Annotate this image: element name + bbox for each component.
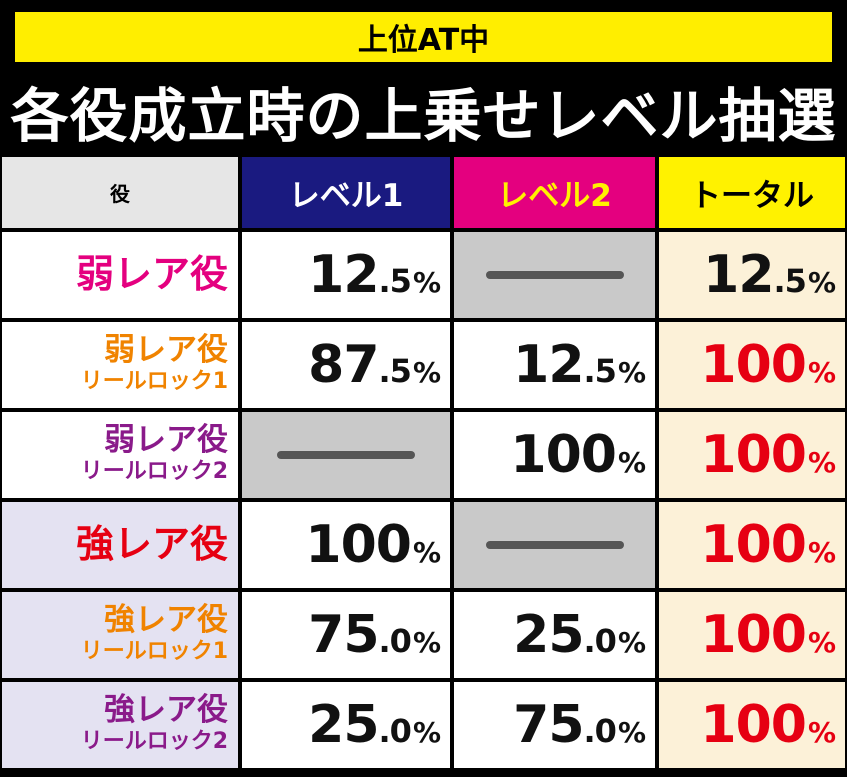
percent-sign: % <box>412 266 441 299</box>
role-condition: リールロック2 <box>80 459 228 485</box>
value-decimal: .0 <box>378 712 412 750</box>
l1-value: 75.0% <box>308 609 441 661</box>
percent-sign: % <box>617 626 646 659</box>
role-condition: リールロック1 <box>80 369 228 395</box>
rate-table: 役 レベル1 レベル2 トータル 弱レア役 12.5% 12.5% 弱レア役 リールロッ… <box>2 157 845 775</box>
percent-sign: % <box>807 266 836 299</box>
col-header-level2: レベル2 <box>454 157 655 228</box>
role-name: 弱レア役 <box>104 422 228 459</box>
row-label: 強レア役 <box>2 502 238 588</box>
not-applicable-dash <box>485 271 624 279</box>
percent-sign: % <box>412 536 441 569</box>
value-integer: 75 <box>308 605 379 665</box>
role-name: 強レア役 <box>104 692 228 729</box>
value-integer: 100 <box>700 425 807 485</box>
row-label: 強レア役 リールロック1 <box>2 592 238 678</box>
total-cell: 100% <box>659 682 845 768</box>
value-integer: 87 <box>308 335 379 395</box>
total-value: 12.5% <box>703 249 836 301</box>
value-decimal: .5 <box>583 352 617 390</box>
l2-cell: 12.5% <box>454 322 655 408</box>
l2-cell: 100% <box>454 412 655 498</box>
value-integer: 12 <box>703 245 774 305</box>
total-cell: 100% <box>659 592 845 678</box>
role-condition: リールロック2 <box>80 729 228 755</box>
percent-sign: % <box>807 446 836 479</box>
role-name: 弱レア役 <box>75 252 228 297</box>
value-decimal: .5 <box>378 262 412 300</box>
percent-sign: % <box>617 716 646 749</box>
header-band: 上位AT中 <box>15 12 832 62</box>
l2-cell <box>454 502 655 588</box>
value-integer: 100 <box>510 425 617 485</box>
row-label: 弱レア役 <box>2 232 238 318</box>
value-integer: 100 <box>700 515 807 575</box>
percent-sign: % <box>412 716 441 749</box>
l1-value: 100% <box>305 519 441 571</box>
value-decimal: .0 <box>583 712 617 750</box>
role-condition: リールロック1 <box>80 639 228 665</box>
l2-value: 100% <box>510 429 646 481</box>
total-value: 100% <box>700 519 836 571</box>
not-applicable-dash <box>485 541 624 549</box>
percent-sign: % <box>617 356 646 389</box>
l1-value: 87.5% <box>308 339 441 391</box>
row-label: 弱レア役 リールロック1 <box>2 322 238 408</box>
l2-cell: 75.0% <box>454 682 655 768</box>
value-decimal: .0 <box>378 622 412 660</box>
value-integer: 12 <box>308 245 379 305</box>
value-integer: 100 <box>305 515 412 575</box>
value-integer: 12 <box>513 335 584 395</box>
value-decimal: .0 <box>583 622 617 660</box>
role-name: 強レア役 <box>104 602 228 639</box>
value-decimal: .5 <box>378 352 412 390</box>
value-integer: 100 <box>700 605 807 665</box>
row-label: 弱レア役 リールロック2 <box>2 412 238 498</box>
total-cell: 100% <box>659 412 845 498</box>
total-value: 100% <box>700 609 836 661</box>
total-cell: 100% <box>659 502 845 588</box>
l1-value: 12.5% <box>308 249 441 301</box>
value-integer: 100 <box>700 695 807 755</box>
l1-value: 25.0% <box>308 699 441 751</box>
percent-sign: % <box>617 446 646 479</box>
total-value: 100% <box>700 339 836 391</box>
value-integer: 25 <box>513 605 584 665</box>
not-applicable-dash <box>277 451 415 459</box>
total-value: 100% <box>700 699 836 751</box>
l1-cell: 25.0% <box>242 682 450 768</box>
percent-sign: % <box>807 626 836 659</box>
percent-sign: % <box>807 536 836 569</box>
l2-cell: 25.0% <box>454 592 655 678</box>
page-title: 各役成立時の上乗せレベル抽選 <box>10 82 837 150</box>
percent-sign: % <box>807 356 836 389</box>
row-label: 強レア役 リールロック2 <box>2 682 238 768</box>
total-cell: 12.5% <box>659 232 845 318</box>
role-name: 弱レア役 <box>104 332 228 369</box>
percent-sign: % <box>807 716 836 749</box>
col-header-total: トータル <box>659 157 845 228</box>
header-band-text: 上位AT中 <box>357 23 490 58</box>
total-cell: 100% <box>659 322 845 408</box>
l1-cell: 12.5% <box>242 232 450 318</box>
l2-value: 12.5% <box>513 339 646 391</box>
role-name: 強レア役 <box>75 522 228 567</box>
l1-cell: 87.5% <box>242 322 450 408</box>
col-header-role: 役 <box>2 157 238 228</box>
value-integer: 25 <box>308 695 379 755</box>
value-decimal: .5 <box>773 262 807 300</box>
value-integer: 100 <box>700 335 807 395</box>
total-value: 100% <box>700 429 836 481</box>
l1-cell: 75.0% <box>242 592 450 678</box>
l2-value: 25.0% <box>513 609 646 661</box>
l2-cell <box>454 232 655 318</box>
col-header-level1: レベル1 <box>242 157 450 228</box>
value-integer: 75 <box>513 695 584 755</box>
l1-cell <box>242 412 450 498</box>
percent-sign: % <box>412 356 441 389</box>
l1-cell: 100% <box>242 502 450 588</box>
l2-value: 75.0% <box>513 699 646 751</box>
percent-sign: % <box>412 626 441 659</box>
